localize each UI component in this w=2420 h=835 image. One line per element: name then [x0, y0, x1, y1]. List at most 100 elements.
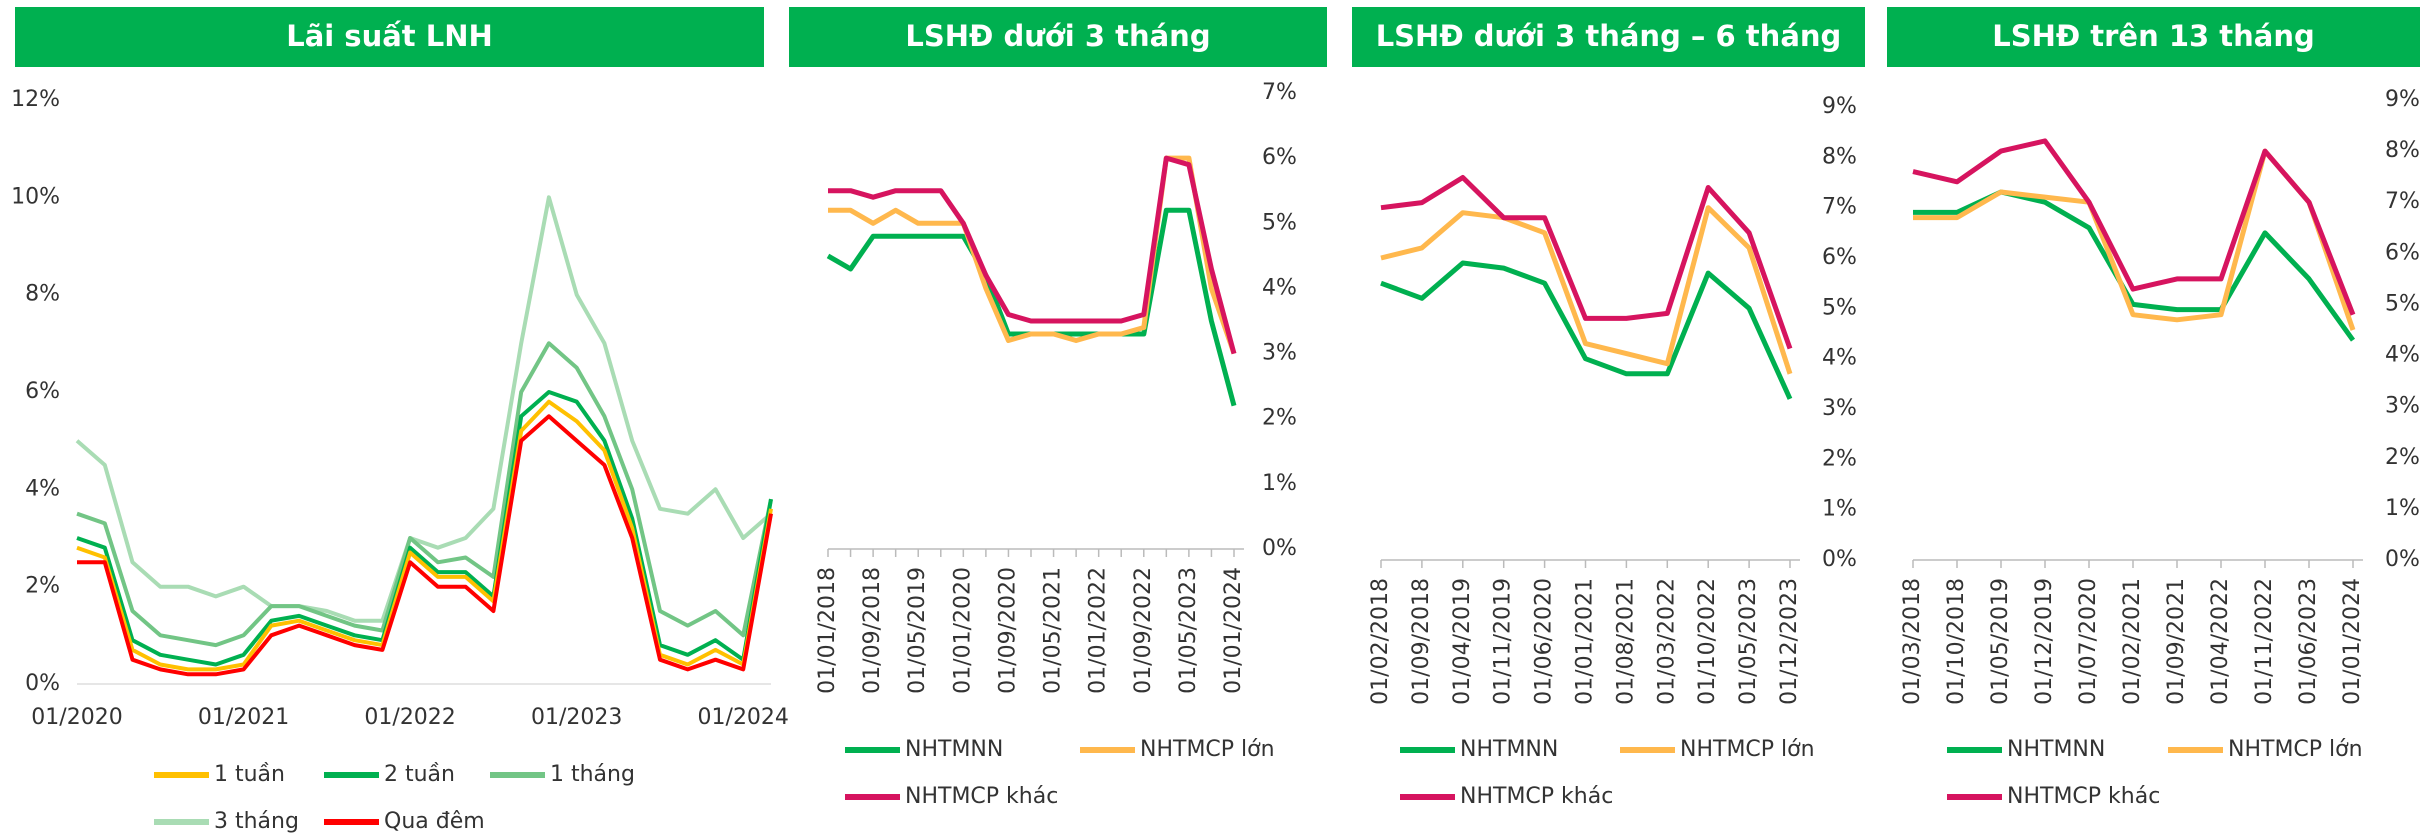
- y-tick-label: 2%: [1262, 406, 1297, 431]
- y-tick-label: 5%: [1822, 295, 1857, 320]
- y-tick-label: 9%: [2385, 87, 2420, 112]
- legend-label: NHTMCP lớn: [2228, 737, 2363, 762]
- y-tick-label: 5%: [2385, 291, 2420, 316]
- x-tick-label: 01/04/2022: [2208, 578, 2233, 705]
- x-tick-label: 01/09/2020: [995, 567, 1020, 694]
- series-line: [77, 414, 773, 677]
- series-line: [76, 399, 773, 672]
- y-tick-label: 8%: [25, 282, 60, 307]
- series-line: [1380, 205, 1793, 375]
- y-tick-label: 9%: [1822, 94, 1857, 119]
- y-tick-label: 1%: [2385, 496, 2420, 521]
- chart-title: LSHĐ dưới 3 tháng: [905, 19, 1210, 53]
- legend-label: Qua đêm: [384, 809, 485, 834]
- x-tick-label: 01/09/2018: [860, 567, 885, 694]
- y-tick-label: 1%: [1262, 471, 1297, 496]
- y-tick-label: 2%: [1822, 446, 1857, 471]
- x-tick-label: 01/2023: [531, 705, 622, 730]
- y-tick-label: 0%: [2385, 547, 2420, 572]
- legend-label: 1 tháng: [550, 762, 635, 787]
- y-tick-label: 0%: [1822, 547, 1857, 572]
- legend-label: 1 tuần: [214, 762, 285, 787]
- y-tick-label: 7%: [1262, 80, 1297, 105]
- series-line: [828, 155, 1237, 355]
- legend-label: NHTMCP lớn: [1680, 737, 1815, 762]
- series-line: [1913, 189, 2356, 342]
- chart-header: [789, 7, 1327, 67]
- chart-title: LSHĐ trên 13 tháng: [1992, 19, 2315, 53]
- legend-label: NHTMNN: [905, 737, 1003, 762]
- y-tick-label: 7%: [2385, 189, 2420, 214]
- y-tick-label: 2%: [2385, 445, 2420, 470]
- legend-label: NHTMCP lớn: [1140, 737, 1275, 762]
- legend-label: NHTMCP khác: [2007, 784, 2160, 809]
- y-tick-label: 0%: [1262, 536, 1297, 561]
- series-line: [1912, 138, 2356, 316]
- x-tick-label: 01/05/2023: [1176, 567, 1201, 694]
- chart-header: [15, 7, 764, 67]
- y-tick-label: 0%: [25, 671, 60, 696]
- legend-label: NHTMCP khác: [905, 784, 1058, 809]
- x-tick-label: 01/01/2020: [950, 567, 975, 694]
- x-tick-label: 01/01/2024: [2340, 578, 2365, 705]
- y-tick-label: 6%: [1822, 245, 1857, 270]
- chart-title: LSHĐ dưới 3 tháng – 6 tháng: [1376, 19, 1842, 53]
- x-tick-label: 01/08/2021: [1613, 578, 1638, 705]
- x-tick-label: 01/11/2019: [1491, 578, 1516, 705]
- x-tick-label: 01/07/2020: [2076, 578, 2101, 705]
- x-tick-label: 01/2024: [698, 705, 789, 730]
- y-tick-label: 1%: [1822, 497, 1857, 522]
- y-tick-label: 5%: [1262, 210, 1297, 235]
- series-line: [1380, 260, 1793, 400]
- x-tick-label: 01/09/2021: [2164, 578, 2189, 705]
- y-tick-label: 4%: [25, 476, 60, 501]
- y-tick-label: 6%: [1262, 145, 1297, 170]
- x-tick-label: 01/06/2020: [1532, 578, 1557, 705]
- y-tick-label: 6%: [2385, 240, 2420, 265]
- series-line: [76, 390, 773, 667]
- x-tick-label: 01/03/2018: [1900, 578, 1925, 705]
- x-tick-label: 01/2021: [198, 705, 289, 730]
- chart-header: [1352, 7, 1865, 67]
- series-line: [1380, 175, 1793, 350]
- y-tick-label: 4%: [1262, 275, 1297, 300]
- series-line: [76, 341, 773, 648]
- chart-title: Lãi suất LNH: [286, 19, 493, 53]
- y-tick-label: 4%: [2385, 343, 2420, 368]
- x-tick-label: 01/09/2022: [1131, 567, 1156, 694]
- x-tick-label: 01/01/2024: [1221, 567, 1246, 694]
- x-tick-label: 01/01/2022: [1086, 567, 1111, 694]
- x-tick-label: 01/05/2019: [905, 567, 930, 694]
- y-tick-label: 7%: [1822, 195, 1857, 220]
- series-line: [826, 207, 1237, 407]
- x-tick-label: 01/05/2019: [1988, 578, 2013, 705]
- y-tick-label: 8%: [2385, 138, 2420, 163]
- y-tick-label: 4%: [1822, 346, 1857, 371]
- chart-header: [1887, 7, 2420, 67]
- x-tick-label: 01/2022: [364, 705, 455, 730]
- y-tick-label: 8%: [1822, 144, 1857, 169]
- x-tick-label: 01/05/2023: [1736, 578, 1761, 705]
- series-line: [75, 195, 773, 623]
- x-tick-label: 01/02/2018: [1368, 578, 1393, 705]
- x-tick-label: 01/09/2018: [1409, 578, 1434, 705]
- y-tick-label: 6%: [25, 379, 60, 404]
- x-tick-label: 01/01/2021: [1573, 578, 1598, 705]
- x-tick-label: 01/03/2022: [1654, 578, 1679, 705]
- x-tick-label: 01/02/2021: [2120, 578, 2145, 705]
- x-tick-label: 01/06/2023: [2296, 578, 2321, 705]
- y-tick-label: 3%: [2385, 394, 2420, 419]
- y-tick-label: 3%: [1262, 341, 1297, 366]
- x-tick-label: 01/04/2019: [1450, 578, 1475, 705]
- x-tick-label: 01/10/2018: [1944, 578, 1969, 705]
- y-tick-label: 2%: [25, 574, 60, 599]
- series-line: [828, 155, 1237, 355]
- x-tick-label: 01/12/2023: [1777, 578, 1802, 705]
- y-tick-label: 12%: [11, 87, 60, 112]
- x-tick-label: 01/01/2018: [815, 567, 840, 694]
- y-tick-label: 10%: [11, 184, 60, 209]
- x-tick-label: 01/12/2019: [2032, 578, 2057, 705]
- legend-label: 2 tuần: [384, 762, 455, 787]
- x-tick-label: 01/05/2021: [1041, 567, 1066, 694]
